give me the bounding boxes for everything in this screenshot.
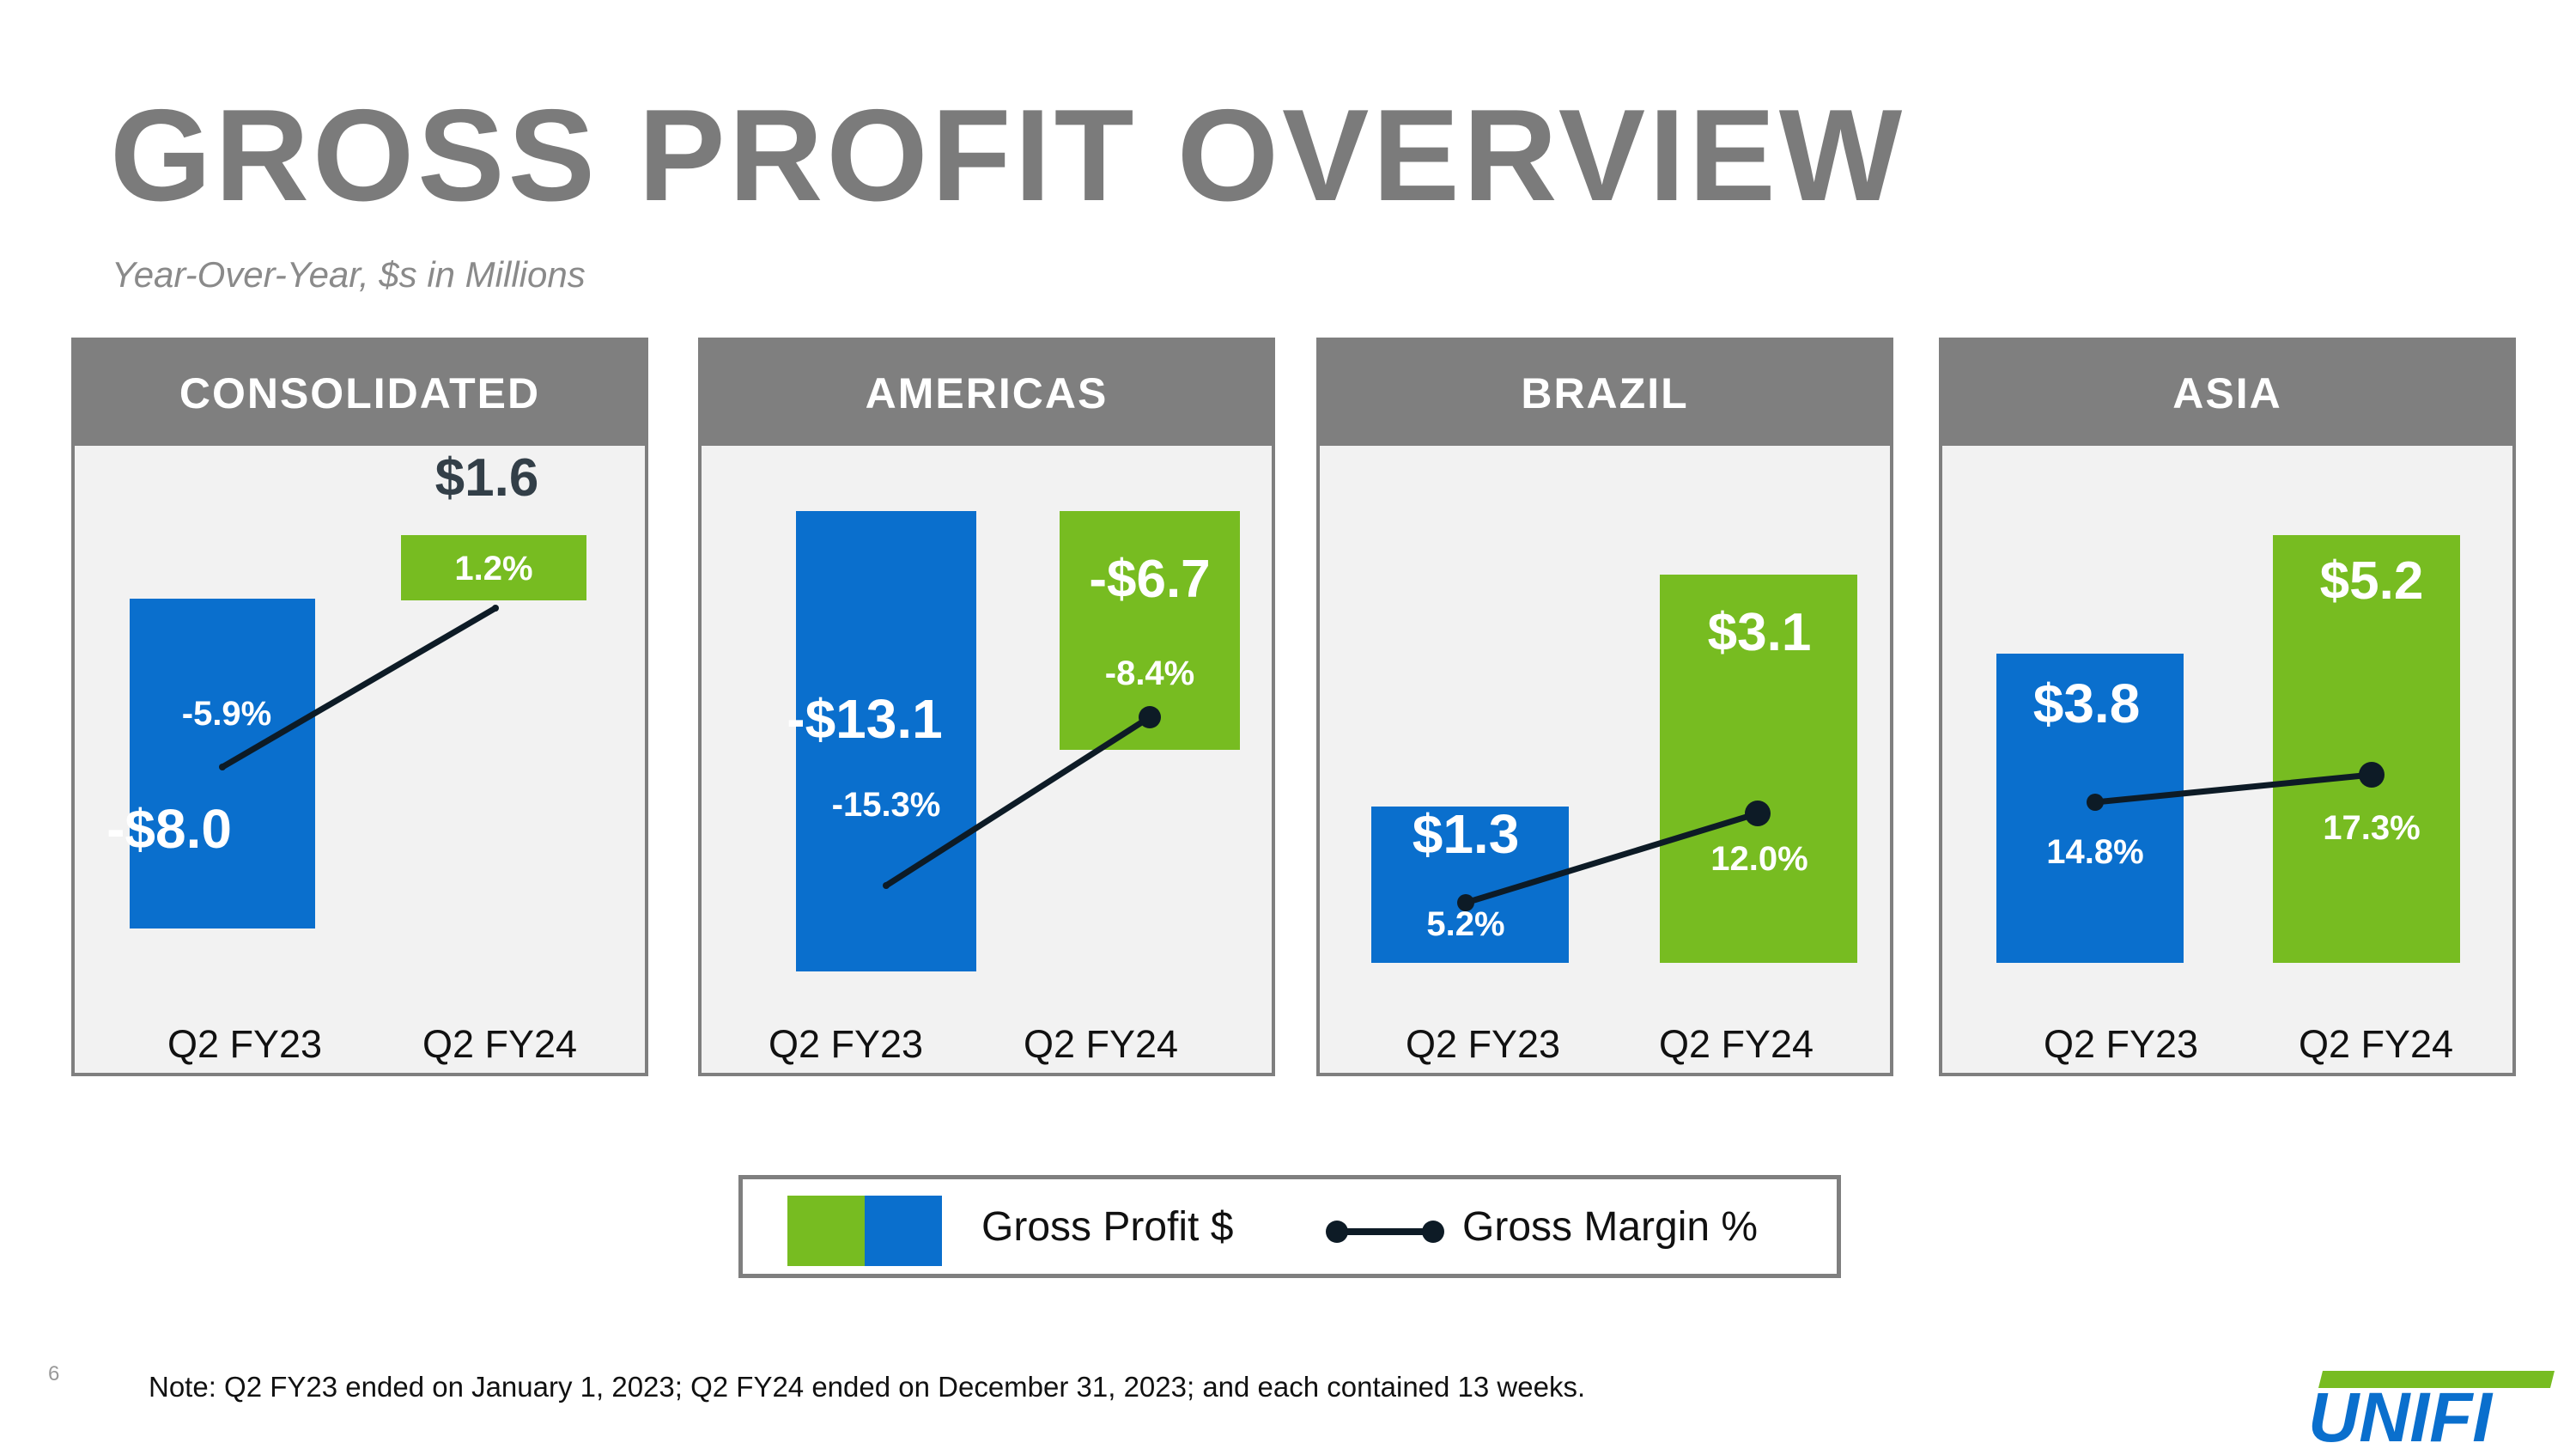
- chart-asia: $3.8 $5.2 14.8% 17.3% Q2 FY23 Q2 FY24: [1996, 535, 2460, 1066]
- margin-point-fy24: [2359, 762, 2385, 788]
- category-label-fy24: Q2 FY24: [2299, 1022, 2453, 1066]
- chart-brazil: $1.3 $3.1 5.2% 12.0% Q2 FY23 Q2 FY24: [1371, 575, 1857, 1066]
- margin-point-fy23: [883, 882, 890, 889]
- panel-brazil: BRAZIL $1.3 $3.1 5.2% 12.0% Q2 FY23 Q2 FY24: [1316, 338, 1893, 1076]
- margin-label-fy24: 1.2%: [454, 550, 532, 588]
- legend-label-profit: Gross Profit $: [981, 1204, 1234, 1250]
- profit-label-fy24: $3.1: [1708, 603, 1812, 662]
- category-label-fy23: Q2 FY23: [167, 1022, 322, 1066]
- panel-consolidated: CONSOLIDATED -$8.0 $1.6 -5.9% 1.2% Q2 FY23 Q2…: [71, 338, 648, 1076]
- panel-header-brazil: BRAZIL: [1320, 341, 1890, 446]
- profit-label-fy24: $1.6: [435, 448, 539, 508]
- category-label-fy24: Q2 FY24: [1024, 1022, 1178, 1066]
- legend-swatch-fy24: [787, 1196, 865, 1266]
- margin-point-fy24: [1745, 801, 1771, 826]
- margin-point-fy24: [492, 605, 499, 612]
- bar-fy24: [401, 535, 586, 600]
- page-title: GROSS PROFIT OVERVIEW: [110, 82, 1906, 228]
- margin-label-fy24: 12.0%: [1710, 840, 1807, 878]
- margin-point-fy23: [1457, 894, 1474, 911]
- bar-fy24: [2273, 535, 2460, 963]
- profit-label-fy23: $3.8: [2033, 673, 2141, 734]
- category-label-fy24: Q2 FY24: [422, 1022, 577, 1066]
- margin-line: [1462, 810, 1761, 906]
- chart-legend: Gross Profit $ Gross Margin %: [738, 1175, 1841, 1278]
- profit-label-fy23: $1.3: [1413, 803, 1520, 865]
- legend-label-margin: Gross Margin %: [1462, 1204, 1759, 1250]
- panel-header-americas: AMERICAS: [702, 341, 1272, 446]
- panel-header-asia: ASIA: [1942, 341, 2512, 446]
- margin-line: [219, 605, 499, 770]
- margin-point-fy23: [2087, 794, 2104, 811]
- margin-label-fy23: -15.3%: [832, 786, 941, 824]
- logo-text: UNIFI: [2308, 1379, 2494, 1445]
- margin-label-fy23: 14.8%: [2046, 833, 2143, 871]
- category-label-fy23: Q2 FY23: [2044, 1022, 2198, 1066]
- profit-label-fy24: -$6.7: [1089, 550, 1210, 609]
- panel-header-consolidated: CONSOLIDATED: [75, 341, 645, 446]
- category-label-fy23: Q2 FY23: [769, 1022, 923, 1066]
- margin-label-fy23: 5.2%: [1426, 905, 1504, 943]
- profit-label-fy24: $5.2: [2320, 551, 2424, 611]
- bar-fy23: [1371, 807, 1569, 963]
- page-number: 6: [48, 1362, 60, 1385]
- chart-americas: -$13.1 -$6.7 -15.3% -8.4% Q2 FY23 Q2 FY24: [769, 511, 1240, 1066]
- page-subtitle: Year-Over-Year, $s in Millions: [112, 254, 586, 295]
- margin-line: [2092, 771, 2375, 806]
- legend-swatch-fy23: [865, 1196, 942, 1266]
- bar-fy24: [1660, 575, 1857, 963]
- margin-point-fy24: [1139, 706, 1161, 728]
- bar-fy23: [796, 511, 976, 971]
- panel-asia: ASIA $3.8 $5.2 14.8% 17.3% Q2 FY23 Q2 FY24: [1939, 338, 2516, 1076]
- margin-label-fy23: -5.9%: [182, 695, 272, 733]
- category-label-fy23: Q2 FY23: [1406, 1022, 1560, 1066]
- margin-point-fy23: [219, 764, 226, 770]
- profit-label-fy23: -$13.1: [787, 688, 942, 750]
- unifi-logo: UNIFI: [2308, 1371, 2555, 1445]
- panel-americas: AMERICAS -$13.1 -$6.7 -15.3% -8.4% Q2 FY23 Q2…: [698, 338, 1275, 1076]
- category-label-fy24: Q2 FY24: [1659, 1022, 1814, 1066]
- margin-line: [883, 714, 1153, 889]
- margin-label-fy24: 17.3%: [2323, 809, 2420, 847]
- margin-label-fy24: -8.4%: [1105, 654, 1195, 692]
- profit-label-fy23: -$8.0: [106, 798, 232, 860]
- chart-consolidated: -$8.0 $1.6 -5.9% 1.2% Q2 FY23 Q2 FY24: [106, 448, 586, 1066]
- legend-line-marker: [1326, 1221, 1444, 1243]
- footnote: Note: Q2 FY23 ended on January 1, 2023; …: [149, 1371, 1586, 1403]
